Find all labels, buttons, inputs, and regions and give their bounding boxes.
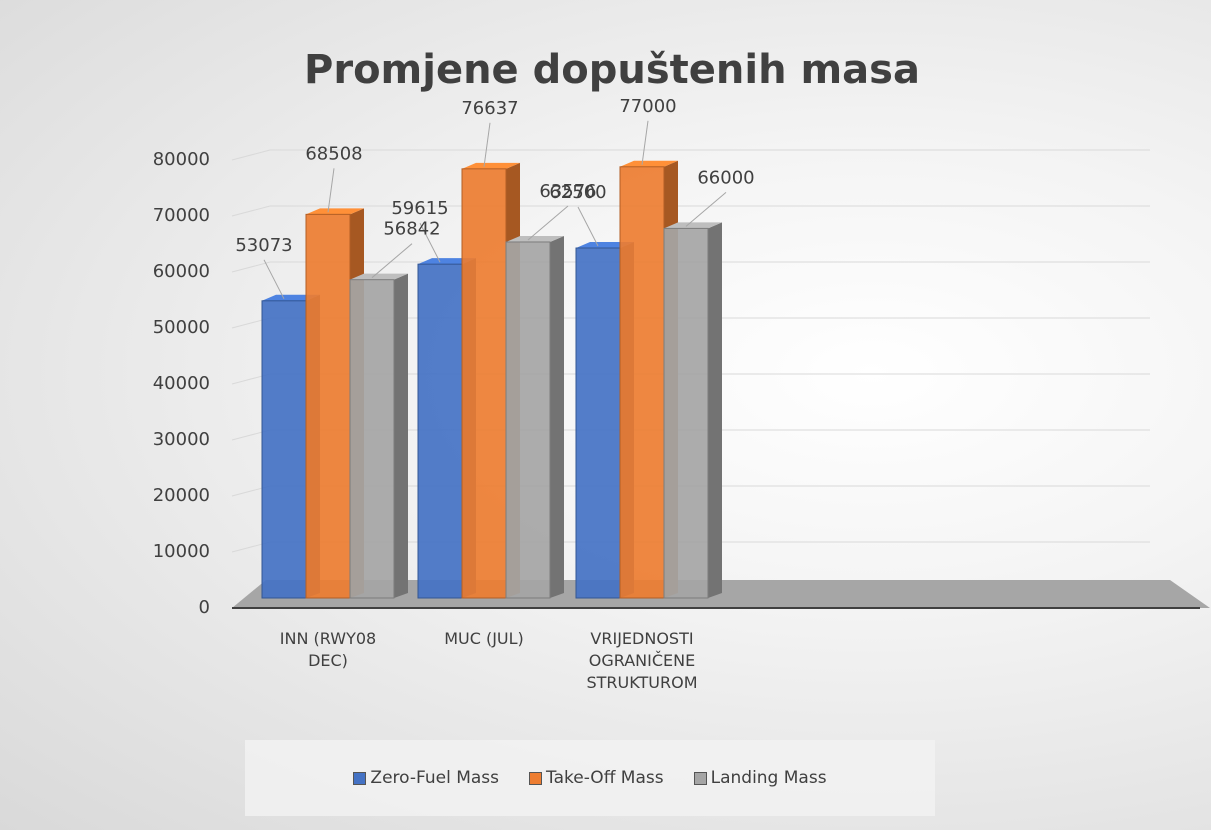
legend-label: Take-Off Mass — [546, 768, 664, 788]
leader-line — [419, 222, 441, 263]
leader-line — [327, 168, 335, 213]
y-tick-label: 60000 — [153, 261, 210, 282]
y-tick-label: 0 — [199, 597, 210, 618]
bar-side — [708, 222, 722, 598]
legend: Zero-Fuel Mass Take-Off Mass Landing Mass — [245, 740, 935, 816]
bar-top — [306, 208, 364, 215]
bar — [349, 279, 395, 599]
bar — [619, 166, 665, 599]
x-tick-label: VRIJEDNOSTI OGRANIČENE STRUKTUROM — [586, 629, 698, 692]
leader-line — [527, 205, 569, 241]
leader-line — [577, 206, 599, 247]
leader-line — [263, 259, 285, 300]
y-tick-label: 50000 — [153, 317, 210, 338]
bar-top — [506, 235, 564, 242]
legend-swatch — [693, 771, 707, 785]
y-tick-label: 20000 — [153, 485, 210, 506]
chart-title: Promjene dopuštenih masa — [304, 47, 920, 93]
bar — [505, 241, 551, 599]
data-label: 68508 — [305, 143, 362, 164]
bar — [261, 300, 307, 599]
legend-item: Zero-Fuel Mass — [353, 768, 499, 788]
data-label: 53073 — [235, 235, 292, 256]
legend-item: Take-Off Mass — [529, 768, 664, 788]
legend-label: Landing Mass — [710, 768, 827, 788]
data-label: 56842 — [383, 219, 440, 240]
legend-swatch — [353, 771, 367, 785]
bar — [575, 247, 621, 599]
data-label: 66000 — [697, 167, 754, 188]
grid-line — [231, 205, 271, 217]
y-tick-label: 80000 — [153, 149, 210, 170]
y-tick-label: 10000 — [153, 541, 210, 562]
bar-top — [462, 162, 520, 169]
bar-top — [350, 273, 408, 280]
y-tick-label: 30000 — [153, 429, 210, 450]
bar-top — [620, 160, 678, 167]
bar — [461, 168, 507, 599]
data-label: 62500 — [549, 182, 606, 203]
grid-line — [231, 261, 271, 273]
bar-side — [394, 273, 408, 598]
legend-swatch — [529, 771, 543, 785]
legend-item: Landing Mass — [693, 768, 827, 788]
bar-top — [664, 222, 722, 229]
x-tick-label: INN (RWY08 DEC) — [279, 629, 377, 670]
legend-label: Zero-Fuel Mass — [370, 768, 500, 788]
data-label: 76637 — [461, 98, 518, 119]
x-tick-label: MUC (JUL) — [444, 629, 524, 648]
bar — [663, 227, 709, 599]
data-label: 77000 — [619, 96, 676, 117]
data-label: 59615 — [391, 198, 448, 219]
bar-side — [550, 235, 564, 598]
leader-line — [641, 120, 649, 165]
bar — [417, 263, 463, 599]
leader-line — [371, 243, 413, 279]
leader-line — [483, 122, 491, 167]
data-label: 63576 — [539, 181, 596, 202]
bar — [305, 213, 351, 599]
grid-line — [231, 149, 271, 161]
y-tick-label: 40000 — [153, 373, 210, 394]
y-tick-label: 70000 — [153, 205, 210, 226]
leader-line — [685, 192, 727, 227]
